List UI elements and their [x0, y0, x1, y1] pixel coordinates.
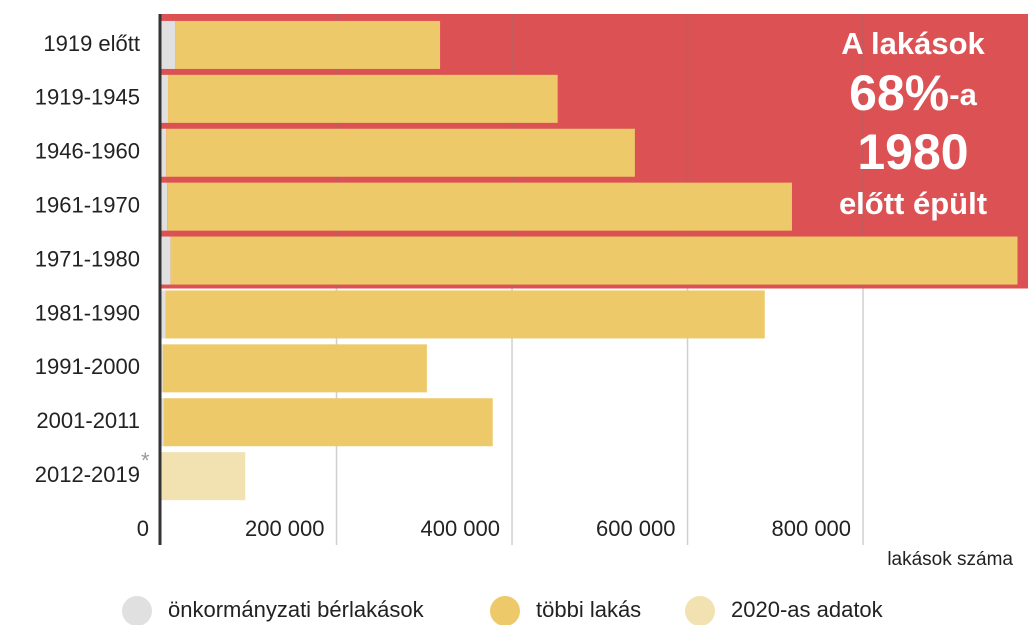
annotation: előtt épült [839, 186, 987, 221]
bar [161, 20, 176, 69]
y-tick-label: 1971-1980 [35, 246, 140, 271]
y-tick-label: 1961-1970 [35, 192, 140, 217]
bar [161, 182, 168, 231]
x-tick-label: 200 000 [245, 516, 325, 541]
x-tick-label: 800 000 [772, 516, 852, 541]
legend-swatch [685, 596, 715, 625]
bar [163, 398, 493, 447]
bar [175, 20, 441, 69]
bar [170, 236, 1018, 285]
bar [161, 344, 163, 393]
x-axis-label: lakások száma [887, 549, 1013, 570]
y-tick-label: 1919-1945 [35, 85, 140, 110]
bar [161, 74, 169, 123]
bar [165, 290, 765, 339]
x-tick-label: 0 [137, 516, 149, 541]
legend-label: önkormányzati bérlakások [168, 597, 425, 622]
y-tick-label: 1981-1990 [35, 300, 140, 325]
y-tick-label: 1919 előtt [43, 31, 140, 56]
bar [161, 290, 166, 339]
category-note: * [141, 448, 150, 473]
legend-label: többi lakás [536, 597, 641, 622]
x-tick-label: 400 000 [420, 516, 500, 541]
y-tick-label: 1991-2000 [35, 354, 140, 379]
annotation-part: -a [949, 77, 977, 112]
bar [161, 398, 164, 447]
x-tick-label: 600 000 [596, 516, 676, 541]
y-tick-label: 2012-2019 [35, 462, 140, 487]
bar [161, 236, 171, 285]
legend-label: 2020-as adatok [731, 597, 884, 622]
y-tick-label: 1946-1960 [35, 139, 140, 164]
bar [162, 344, 427, 393]
legend-swatch [122, 596, 152, 625]
annotation-part: 68% [849, 65, 949, 121]
bar [168, 74, 558, 123]
bar [161, 128, 167, 177]
y-tick-label: 2001-2011 [36, 408, 140, 433]
legend-swatch [490, 596, 520, 625]
bar [161, 452, 246, 501]
bar [167, 182, 792, 231]
annotation: 68%-a [849, 65, 977, 121]
bar [166, 128, 635, 177]
annotation: 1980 [857, 124, 968, 180]
annotation: A lakások [841, 26, 985, 61]
